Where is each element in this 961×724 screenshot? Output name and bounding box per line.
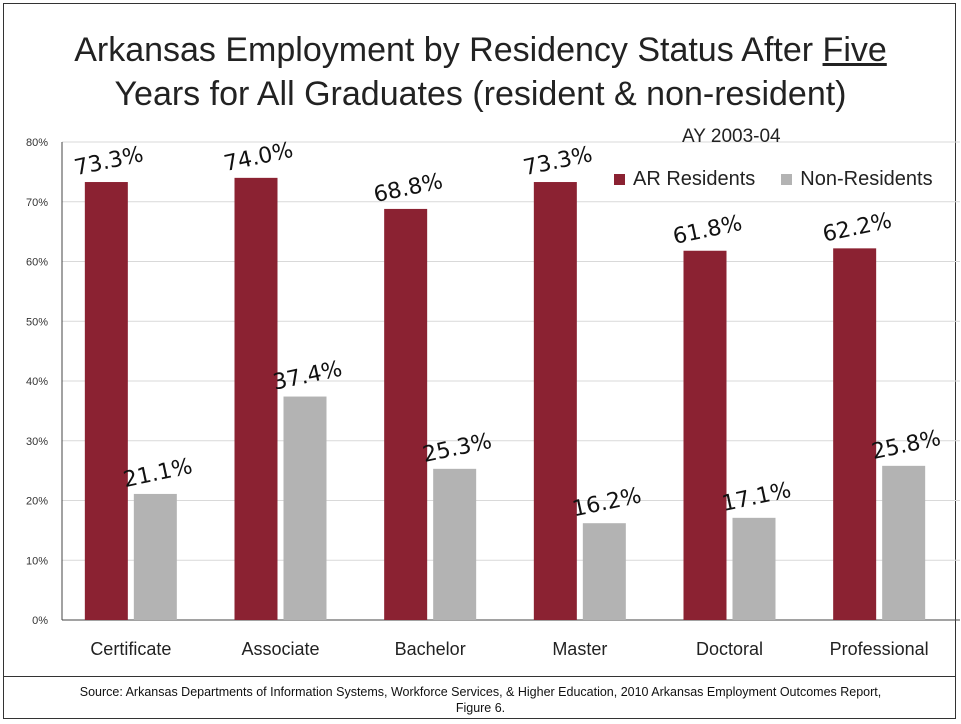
bar-residents [234,177,278,620]
chart-title: Arkansas Employment by Residency Status … [0,28,961,116]
x-tick-label: Bachelor [395,639,466,659]
legend-item-residents: AR Residents [614,168,755,191]
bar-non-residents [582,523,626,620]
data-label: 61.8% [671,211,745,250]
data-label: 37.4% [271,357,345,396]
data-label: 25.8% [870,426,944,465]
y-tick-label: 50% [26,316,48,328]
bar-non-residents [732,517,776,620]
x-tick-label: Master [552,639,607,659]
legend-item-non-residents: Non-Residents [781,168,933,191]
bar-residents [683,250,727,620]
chart-title-emphasis: Five [822,31,887,69]
bar-non-residents [433,468,477,620]
y-tick-label: 30% [26,436,48,448]
y-tick-label: 20% [26,496,48,508]
bar-non-residents [283,396,327,620]
legend-label-residents: AR Residents [633,168,756,190]
bar-residents [833,248,877,621]
bar-non-residents [882,465,926,620]
x-tick-label: Doctoral [696,639,763,659]
y-tick-label: 70% [26,197,48,209]
x-tick-label: Associate [241,639,319,659]
bar-residents [84,182,128,620]
data-label: 73.3% [72,142,146,181]
source-line-1: Source: Arkansas Departments of Informat… [79,685,882,699]
y-tick-label: 10% [26,555,48,567]
data-label: 16.2% [570,483,644,522]
legend-swatch-non-residents [781,174,793,185]
chart-title-line2: Years for All Graduates (resident & non-… [114,75,847,113]
y-tick-label: 40% [26,376,48,388]
chart-subtitle: AY 2003-04 [682,126,781,147]
data-label: 21.1% [121,454,195,493]
chart-frame [3,3,956,719]
bar-non-residents [133,493,177,620]
data-label: 74.0% [222,138,296,177]
chart-legend: AR Residents Non-Residents [614,168,933,191]
legend-swatch-residents [614,174,625,185]
source-line-2: Figure 6. [455,701,506,715]
footer-divider [3,676,956,677]
chart-title-line1: Arkansas Employment by Residency Status … [74,31,887,69]
legend-label-non-residents: Non-Residents [800,168,933,190]
source-footer: Source: Arkansas Departments of Informat… [0,684,961,716]
y-tick-label: 60% [26,257,48,269]
data-label: 62.2% [821,209,895,248]
y-tick-label: 80% [26,137,48,149]
data-label: 73.3% [521,142,595,181]
x-tick-label: Certificate [90,639,171,659]
data-label: 25.3% [421,429,495,468]
x-tick-label: Professional [830,639,929,659]
bar-residents [533,182,577,620]
data-label: 17.1% [720,478,794,517]
y-tick-label: 0% [32,615,48,627]
bar-residents [384,208,428,621]
